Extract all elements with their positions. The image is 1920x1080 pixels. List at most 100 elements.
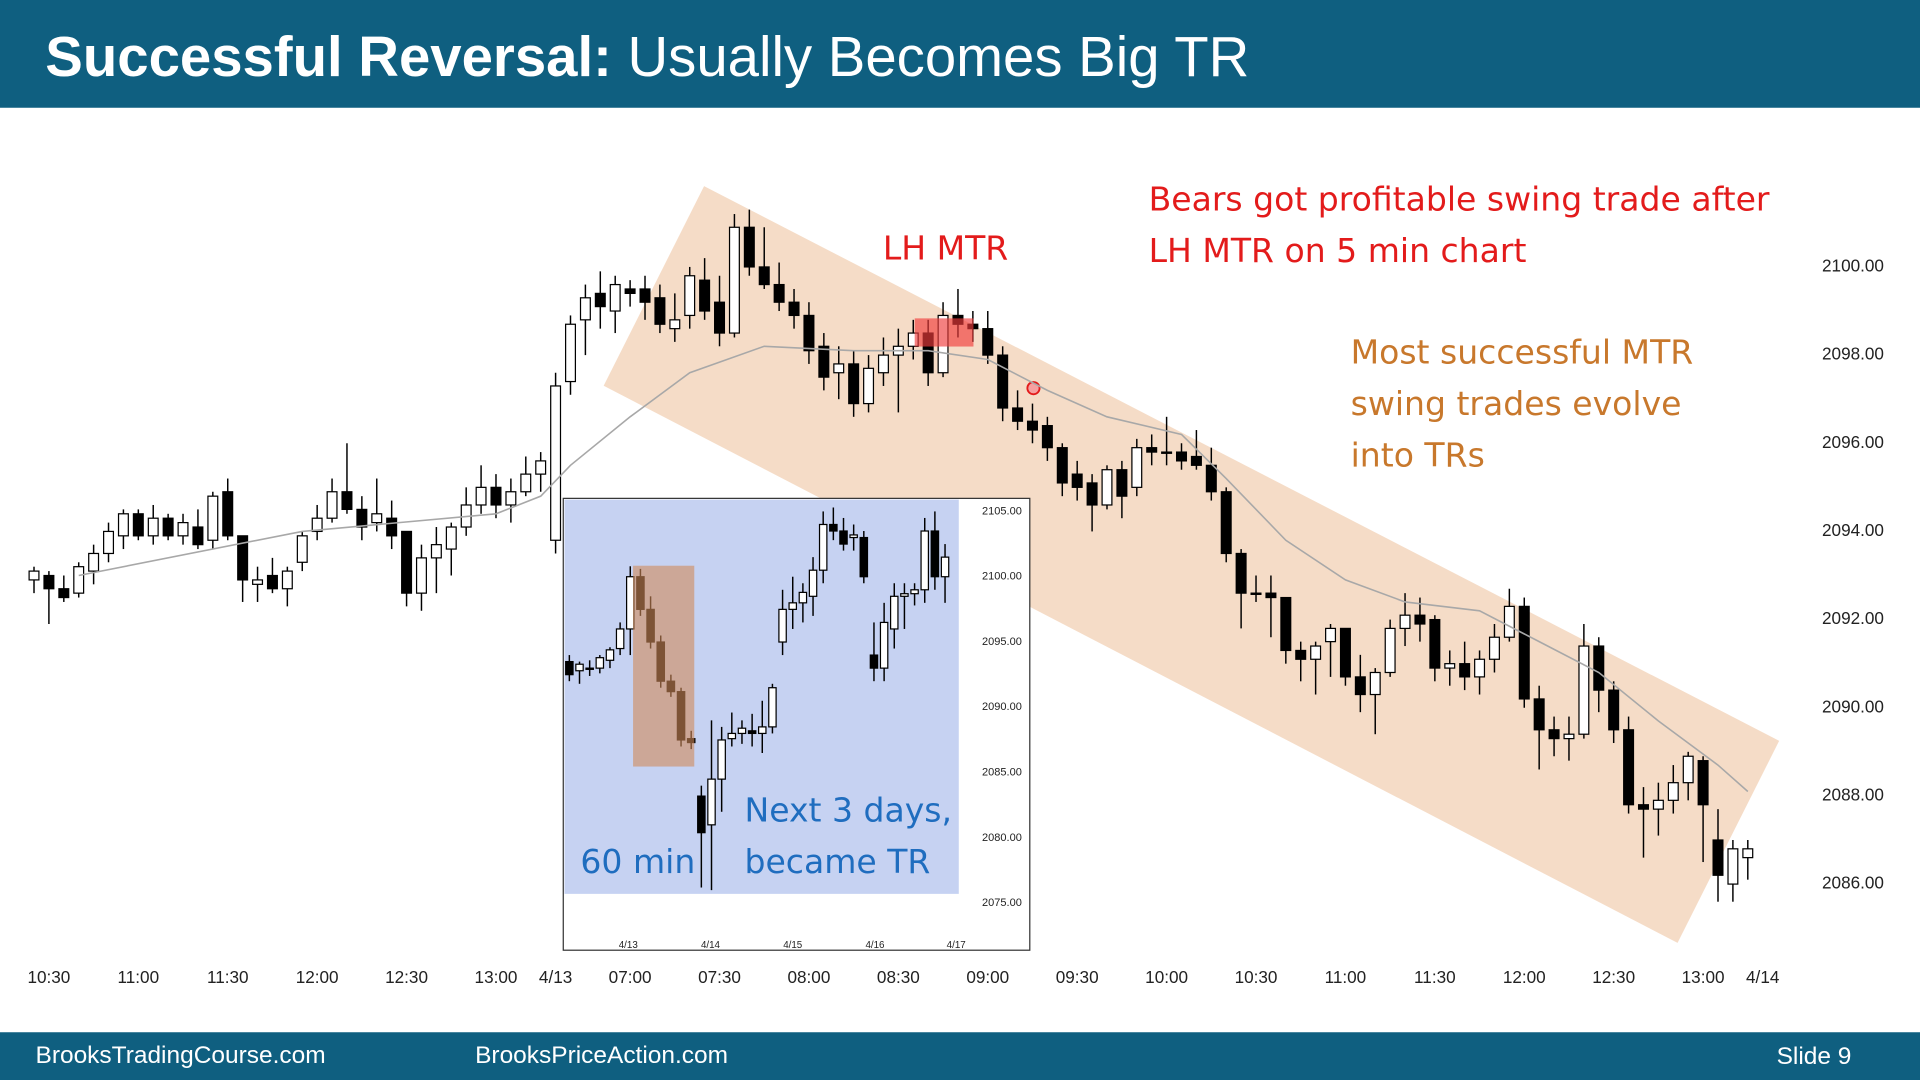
candle-body [88, 552, 100, 572]
x-tick-label: 11:30 [207, 967, 249, 987]
x-tick-label: 13:00 [475, 967, 518, 987]
candle-body [803, 314, 815, 352]
candle-body [1429, 618, 1441, 669]
x-tick-label: 12:30 [385, 967, 428, 987]
candle-body [920, 530, 930, 591]
candle-body [849, 534, 858, 539]
y-tick-label: 2086.00 [1822, 873, 1884, 893]
x-tick-label: 11:00 [1325, 967, 1367, 987]
candle-body [788, 301, 800, 317]
candle-body [311, 517, 323, 533]
candle-body [1578, 645, 1590, 735]
candle-body [1414, 614, 1426, 625]
candle-body [869, 654, 879, 669]
x-tick-label: 09:30 [1056, 967, 1099, 987]
x-tick-label: 13:00 [1682, 967, 1725, 987]
y-tick-label: 2100.00 [982, 571, 1022, 583]
candle-body [930, 530, 940, 578]
candle-body [1503, 605, 1515, 638]
x-tick-label: 11:30 [1414, 967, 1456, 987]
candle-body [1369, 671, 1381, 696]
candle-body [1548, 729, 1560, 740]
candle-body [654, 297, 666, 325]
candle-body [1056, 447, 1068, 484]
annotation: LH MTR [883, 229, 1008, 268]
candle-body [889, 595, 899, 630]
candle-body [697, 795, 706, 834]
candle-body [798, 591, 808, 604]
y-tick-label: 2092.00 [1822, 608, 1884, 628]
annotation: Next 3 days, [744, 791, 952, 830]
candle-body [707, 778, 716, 826]
candle-body [900, 593, 909, 597]
candle-body [1101, 469, 1113, 506]
candle-body [757, 726, 767, 735]
candle-body [684, 275, 696, 317]
candle-body [58, 588, 70, 599]
header-bar [0, 0, 1920, 108]
candle-body [859, 536, 869, 578]
candle-body [1190, 455, 1202, 466]
candle-body [207, 495, 219, 541]
candle-body [162, 517, 174, 537]
candle-body [717, 739, 726, 780]
candle-body [699, 279, 711, 312]
candle-body [1533, 698, 1545, 731]
candle-body [1697, 760, 1709, 806]
main-chart: 2086.00 2088.00 2090.00 2092.00 2094.00 2096.… [27, 186, 1884, 987]
candle-body [415, 557, 427, 594]
x-tick-label: 4/16 [865, 940, 885, 951]
y-tick-label: 2096.00 [1822, 432, 1884, 452]
candle-body [1175, 451, 1188, 462]
candle-body [833, 363, 845, 374]
candle-body [1518, 605, 1530, 700]
footer-bar [0, 1032, 1920, 1080]
candle-body [595, 657, 605, 669]
candle-body [1146, 447, 1158, 453]
candle-body [103, 530, 115, 555]
inset-overlay [633, 565, 695, 767]
candle-body [1563, 733, 1575, 740]
candle-body [1339, 627, 1351, 678]
candle-body [73, 566, 85, 594]
candle-body [1310, 645, 1322, 660]
candle-body [475, 486, 487, 506]
candle-body [818, 523, 828, 571]
candle-body [222, 491, 234, 537]
candle-body [1682, 755, 1694, 784]
candle-body [768, 687, 777, 728]
inset-box [633, 565, 695, 767]
candle-body [758, 266, 770, 286]
candle-body [1235, 552, 1247, 594]
x-tick-label: 12:00 [296, 967, 339, 987]
candle-body [371, 513, 383, 524]
slide-title: Successful Reversal: Usually Becomes Big… [45, 25, 1249, 88]
candle-body [778, 608, 787, 643]
x-tick-label: 10:30 [27, 967, 70, 987]
candle-body [177, 521, 189, 537]
moving-average [78, 345, 1749, 793]
candle-body [1444, 663, 1456, 669]
candle-body [386, 517, 398, 537]
candle-body [1026, 420, 1038, 431]
candle-body [788, 602, 798, 610]
y-tick-label: 2075.00 [982, 897, 1022, 909]
candle-body [625, 576, 635, 630]
candle-body [147, 517, 159, 537]
candle-body [326, 491, 338, 519]
y-tick-label: 2090.00 [1822, 696, 1884, 716]
annotation: became TR [744, 842, 930, 881]
candle-body [1488, 636, 1500, 660]
candle-body [1071, 473, 1083, 488]
candle-body [1727, 848, 1739, 885]
candle-body [1667, 782, 1679, 801]
candle-body [1652, 799, 1664, 810]
candle-body [1593, 645, 1605, 691]
y-tick-label: 2085.00 [982, 767, 1022, 779]
y-tick-label: 2105.00 [982, 505, 1022, 517]
candle-body [727, 732, 737, 740]
y-tick-label: 2080.00 [982, 832, 1022, 844]
candle-body [490, 486, 502, 506]
